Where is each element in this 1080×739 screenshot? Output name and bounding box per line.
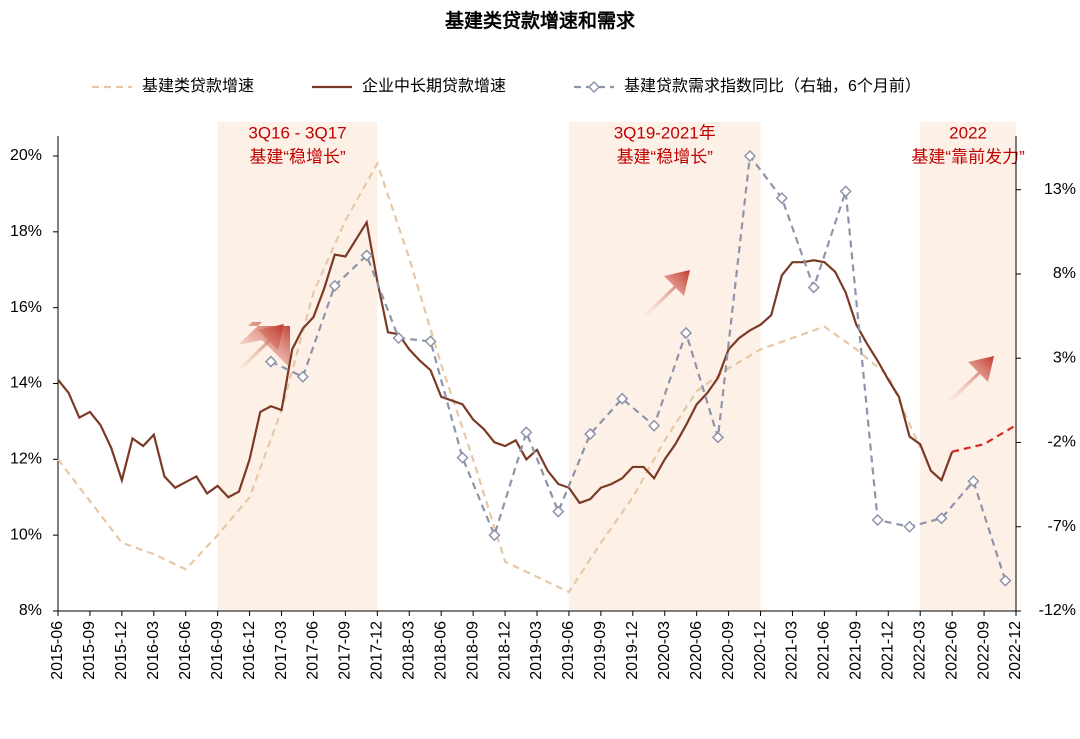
- point-marker: [871, 513, 884, 527]
- y-tick-label: 14%: [10, 375, 42, 392]
- y-tick-label: 20%: [10, 147, 42, 164]
- series-line: [270, 153, 1007, 582]
- point-marker: [648, 419, 661, 432]
- x-tick-label: 2016-06: [177, 621, 194, 680]
- point-marker: [807, 281, 820, 294]
- x-tick-label: 2017-09: [337, 621, 354, 680]
- y-tick-label: 18%: [10, 223, 42, 240]
- x-tick-label: 2015-06: [49, 621, 66, 680]
- y2-tick-label: 3%: [1053, 349, 1076, 366]
- point-marker: [456, 451, 469, 464]
- annotation: 3Q19-2021年: [614, 123, 716, 142]
- legend-marker: [587, 80, 601, 94]
- x-tick-label: 2022-12: [1007, 621, 1024, 680]
- x-tick-label: 2016-12: [241, 621, 258, 680]
- x-tick-label: 2018-09: [464, 621, 481, 680]
- arrow: [238, 324, 284, 370]
- legend-label: 基建贷款需求指数同比（右轴，6个月前）: [624, 77, 921, 95]
- point-marker: [903, 520, 916, 533]
- chart-title: 基建类贷款增速和需求: [444, 9, 636, 32]
- point-marker: [743, 149, 756, 163]
- x-tick-label: 2022-09: [975, 621, 992, 680]
- x-tick-label: 2021-03: [784, 621, 801, 680]
- y2-tick-label: -7%: [1048, 518, 1076, 535]
- point-marker: [552, 505, 565, 518]
- y2-tick-label: -12%: [1039, 602, 1076, 619]
- point-marker: [296, 370, 309, 383]
- x-tick-label: 2016-03: [145, 621, 162, 680]
- x-tick-label: 2021-12: [879, 621, 896, 680]
- point-marker: [360, 249, 373, 262]
- annotation: 3Q16 - 3Q17: [248, 123, 346, 142]
- x-tick-label: 2019-09: [592, 621, 609, 680]
- point-marker: [999, 574, 1012, 587]
- point-marker: [328, 279, 341, 292]
- x-tick-label: 2020-06: [688, 621, 705, 680]
- x-tick-label: 2017-12: [369, 621, 386, 680]
- legend-label: 基建类贷款增速: [142, 77, 254, 95]
- x-tick-label: 2020-09: [720, 621, 737, 680]
- x-tick-label: 2015-12: [113, 621, 130, 680]
- point-marker: [711, 431, 725, 444]
- x-tick-label: 2021-06: [816, 621, 833, 680]
- point-marker: [520, 426, 533, 439]
- x-tick-label: 2019-06: [560, 621, 577, 680]
- x-tick-label: 2016-09: [209, 621, 226, 680]
- y-tick-label: 8%: [19, 602, 42, 619]
- x-tick-label: 2017-03: [273, 621, 290, 680]
- y2-tick-label: -2%: [1048, 434, 1076, 451]
- x-tick-label: 2020-12: [752, 621, 769, 680]
- series-line: [57, 160, 922, 594]
- highlight-band: [568, 122, 761, 611]
- x-tick-label: 2022-06: [943, 621, 960, 680]
- point-marker: [967, 475, 980, 488]
- y2-tick-label: 13%: [1044, 181, 1076, 198]
- x-tick-label: 2021-09: [848, 621, 865, 680]
- x-tick-label: 2018-12: [496, 621, 513, 680]
- arrow: [644, 270, 690, 316]
- y-tick-label: 16%: [10, 299, 42, 316]
- point-marker: [935, 512, 948, 525]
- annotation: 基建“靠前发力”: [911, 147, 1025, 166]
- point-marker: [264, 355, 277, 368]
- x-tick-label: 2015-09: [81, 621, 98, 680]
- point-marker: [424, 335, 437, 348]
- point-marker: [616, 392, 629, 405]
- point-marker: [584, 427, 597, 441]
- point-marker: [392, 331, 405, 345]
- x-tick-label: 2017-06: [305, 621, 322, 680]
- arrow: [948, 356, 994, 402]
- point-marker: [679, 326, 693, 340]
- x-tick-label: 2020-03: [656, 621, 673, 680]
- y-tick-label: 12%: [10, 451, 42, 468]
- x-tick-label: 2018-06: [432, 621, 449, 680]
- annotation: 基建“稳增长”: [617, 147, 714, 166]
- x-tick-label: 2018-03: [400, 621, 417, 680]
- x-tick-label: 2019-03: [528, 621, 545, 680]
- point-marker: [839, 185, 852, 198]
- point-marker: [488, 529, 501, 542]
- legend-label: 企业中长期贷款增速: [362, 77, 506, 95]
- highlight-band: [920, 122, 1016, 611]
- y-tick-label: 10%: [10, 526, 42, 543]
- x-tick-label: 2022-03: [911, 621, 928, 680]
- point-marker: [775, 192, 788, 205]
- x-tick-label: 2019-12: [624, 621, 641, 680]
- annotation: 2022: [949, 123, 987, 142]
- y2-tick-label: 8%: [1053, 265, 1076, 282]
- series-line: [57, 219, 954, 505]
- annotation: 基建“稳增长”: [249, 147, 346, 166]
